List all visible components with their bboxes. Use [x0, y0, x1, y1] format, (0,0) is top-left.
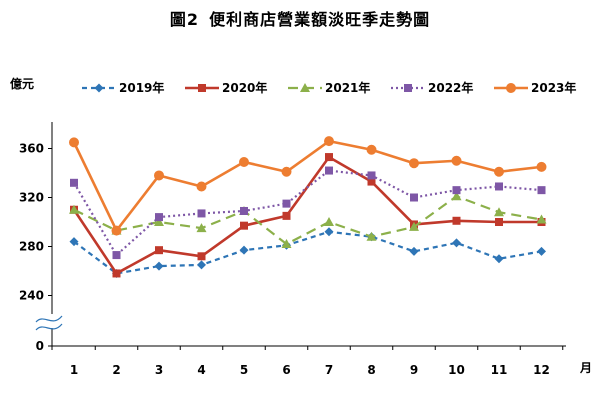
data-point-2022年-7: [325, 166, 333, 175]
data-point-2022年-1: [70, 178, 78, 187]
y-tick-label: 360: [19, 142, 44, 156]
data-point-2021年-9: [409, 221, 419, 231]
x-tick-label: 6: [282, 363, 290, 377]
data-point-2023年-6: [281, 166, 292, 177]
data-point-2019年-9: [409, 246, 419, 256]
y-tick-label: 320: [19, 191, 44, 205]
data-point-2022年-9: [410, 193, 418, 202]
data-point-2019年-4: [197, 260, 206, 270]
data-point-2021年-7: [324, 217, 334, 226]
data-point-2023年-9: [409, 158, 419, 169]
x-tick-label: 3: [155, 363, 163, 377]
data-point-2022年-11: [495, 182, 503, 191]
series-line-2023年: [72, 139, 542, 232]
data-point-2023年-2: [111, 225, 122, 236]
data-point-2020年-6: [282, 211, 291, 220]
data-point-2023年-3: [154, 170, 164, 181]
data-point-2023年-1: [69, 137, 79, 148]
data-point-2019年-3: [154, 261, 164, 271]
data-point-2022年-5: [240, 206, 248, 215]
data-point-2021年-3: [154, 217, 164, 226]
legend-marker-2021年: [300, 83, 310, 92]
x-tick-label: 4: [197, 363, 205, 377]
y-tick-label: 240: [19, 289, 44, 303]
data-point-2021年-8: [366, 231, 377, 241]
x-tick-label: 5: [240, 363, 248, 377]
figure-number: 圖2: [169, 10, 200, 29]
chart-title: 圖2 便利商店營業額淡旺季走勢圖: [0, 6, 600, 30]
data-point-2019年-5: [239, 245, 249, 255]
data-point-2023年-8: [366, 144, 377, 155]
data-point-2021年-4: [196, 223, 207, 233]
legend-marker-2023年: [506, 83, 516, 93]
legend-label-2021年: 2021年: [325, 80, 370, 95]
data-point-2019年-10: [452, 238, 461, 248]
data-point-2020年-5: [240, 221, 248, 230]
data-point-2022年-2: [112, 251, 121, 260]
data-point-2019年-12: [537, 246, 546, 256]
series-line-2020年: [72, 155, 542, 275]
data-point-2019年-7: [324, 227, 334, 237]
legend-label-2020年: 2020年: [222, 80, 267, 95]
x-tick-label: 8: [367, 363, 375, 377]
y-tick-label: 0: [36, 339, 44, 353]
x-axis-unit-label: 月: [579, 361, 592, 375]
data-point-2021年-10: [451, 191, 462, 201]
data-point-2022年-3: [155, 213, 163, 222]
data-point-2023年-10: [451, 155, 462, 166]
data-point-2020年-3: [155, 246, 163, 255]
series-line-2019年: [73, 230, 542, 275]
axis-break-mark-upper: [35, 315, 63, 323]
data-point-2020年-11: [495, 218, 503, 226]
data-point-2023年-7: [324, 136, 334, 147]
data-point-2021年-1: [69, 204, 79, 214]
x-tick-label: 9: [410, 363, 418, 377]
legend-label-2019年: 2019年: [119, 80, 164, 95]
legend-label-2023年: 2023年: [531, 80, 576, 95]
data-point-2020年-4: [197, 252, 206, 261]
x-tick-label: 12: [533, 363, 550, 377]
x-tick-label: 10: [448, 363, 465, 377]
data-point-2020年-2: [112, 269, 121, 278]
data-point-2022年-8: [367, 171, 376, 180]
data-point-2022年-6: [282, 199, 291, 208]
data-point-2023年-11: [494, 166, 504, 177]
legend-marker-2022年: [404, 84, 412, 92]
data-point-2022年-10: [452, 186, 461, 195]
data-point-2023年-4: [196, 181, 207, 192]
x-tick-label: 11: [491, 363, 508, 377]
data-point-2019年-1: [69, 237, 79, 247]
data-point-2021年-11: [494, 207, 504, 217]
data-point-2023年-5: [239, 156, 249, 167]
series-line-2022年: [73, 169, 542, 257]
data-point-2022年-12: [537, 186, 546, 195]
data-point-2020年-10: [452, 216, 461, 225]
data-point-2020年-7: [325, 153, 333, 162]
x-tick-label: 1: [70, 363, 78, 377]
legend-marker-2019年: [94, 83, 104, 93]
x-tick-label: 2: [112, 363, 120, 377]
y-tick-label: 280: [19, 240, 44, 254]
title-text: 便利商店營業額淡旺季走勢圖: [209, 10, 431, 29]
data-point-2021年-12: [536, 214, 547, 224]
legend-marker-2020年: [198, 84, 206, 92]
data-point-2022年-4: [197, 209, 206, 218]
data-point-2020年-8: [367, 177, 376, 186]
data-point-2021年-6: [281, 239, 292, 249]
x-tick-label: 7: [325, 363, 333, 377]
axis-break-mark-lower: [35, 323, 63, 331]
legend-label-2022年: 2022年: [428, 80, 473, 95]
y-axis-unit-label: 億元: [10, 76, 34, 91]
data-point-2019年-11: [494, 254, 504, 264]
data-point-2023年-12: [536, 161, 547, 172]
